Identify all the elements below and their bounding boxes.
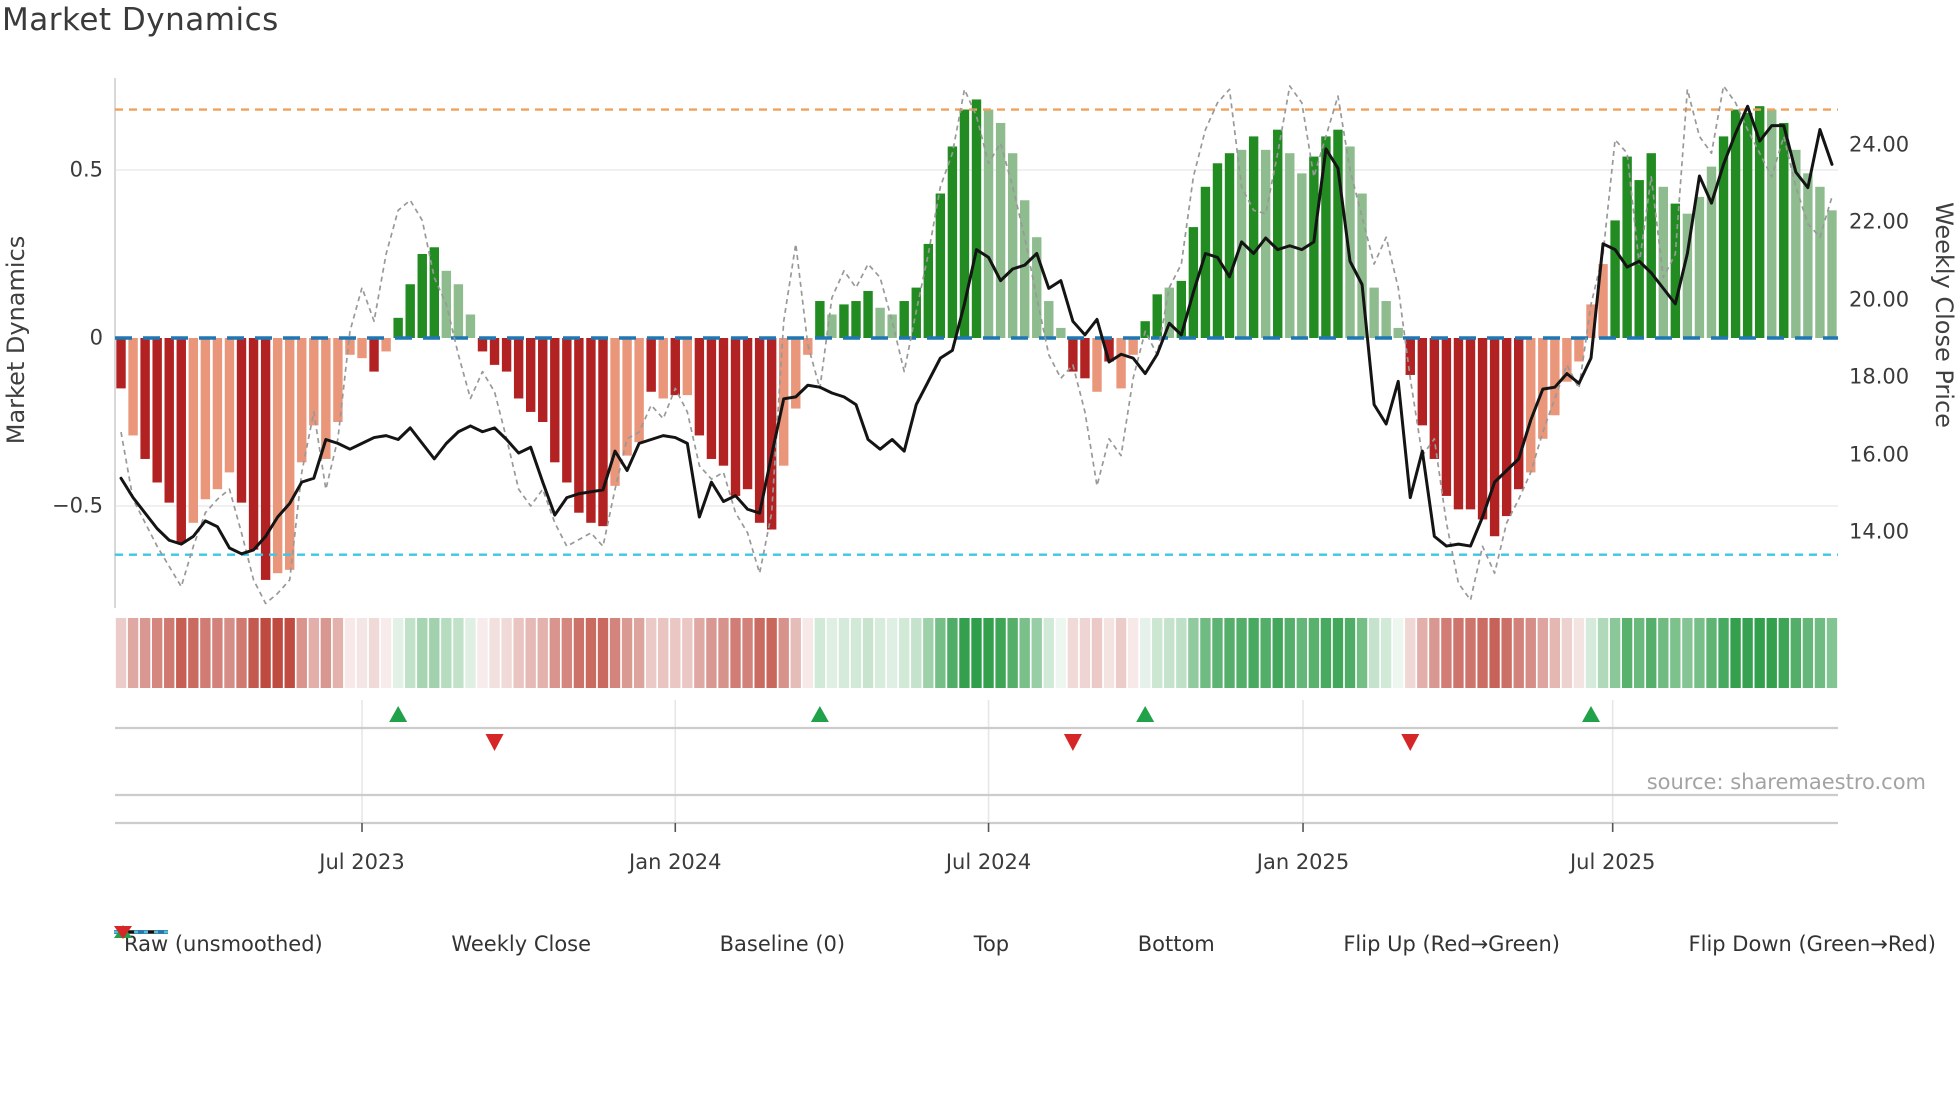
xtick-jul-2024: Jul 2024 [945,850,1032,874]
chart-title: Market Dynamics [2,2,279,38]
xtick-jan-2024: Jan 2024 [629,850,722,874]
xtick-jul-2025: Jul 2025 [1569,850,1656,874]
left-tick-neg0.5: −0.5 [52,493,103,518]
legend-item-flip-down: Flip Down (Green→Red) [114,926,1936,956]
legend-item-baseline: Baseline (0) [114,930,846,956]
right-tick-18: 18.00 [1849,364,1910,389]
right-tick-14: 14.00 [1849,519,1910,544]
legend-item-flip-up: Flip Up (Red→Green) [114,925,1560,956]
right-tick-24: 24.00 [1849,132,1910,157]
left-axis-title: Market Dynamics [2,235,30,445]
legend-item-bottom: Bottom [114,930,1215,956]
legend-item-weekly-close: Weekly Close [114,930,592,956]
source-credit: source: sharemaestro.com [1646,770,1926,794]
xtick-jan-2025: Jan 2025 [1256,850,1350,874]
right-tick-22: 22.00 [1849,209,1910,234]
left-tick-0: 0 [89,325,103,350]
xtick-jul-2023: Jul 2023 [319,850,405,874]
legend-item-raw: Raw (unsmoothed) [114,930,323,956]
right-tick-16: 16.00 [1849,442,1910,467]
legend-item-top: Top [114,930,1010,956]
left-tick-0.5: 0.5 [69,157,103,182]
legend: Raw (unsmoothed) Weekly Close Baseline (… [112,922,1936,966]
right-tick-20: 20.00 [1849,287,1910,312]
right-axis-title: Weekly Close Price [1930,202,1958,428]
